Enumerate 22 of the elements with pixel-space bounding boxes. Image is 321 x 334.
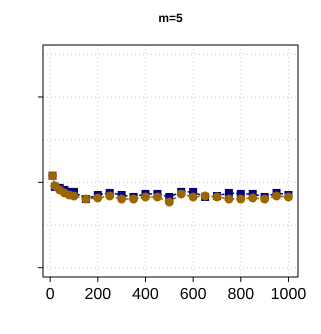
point [188, 192, 198, 202]
point [260, 194, 270, 204]
x-tick-label: 600 [180, 286, 207, 303]
point [140, 192, 150, 202]
x-tick-label: 400 [132, 286, 159, 303]
point [176, 189, 186, 198]
point [272, 191, 282, 200]
point [224, 194, 234, 204]
point [129, 194, 138, 204]
point [164, 198, 174, 207]
point [93, 193, 102, 202]
point [105, 191, 114, 200]
point [248, 193, 258, 202]
x-tick-label: 800 [227, 286, 254, 303]
point [236, 194, 246, 204]
x-tick-label: 0 [46, 286, 55, 303]
point [152, 192, 162, 202]
chart-title: m=5 [158, 11, 183, 25]
point [284, 192, 293, 202]
x-tick-label: 200 [84, 286, 112, 303]
point [117, 194, 126, 204]
x-tick-label: 1000 [270, 286, 306, 303]
